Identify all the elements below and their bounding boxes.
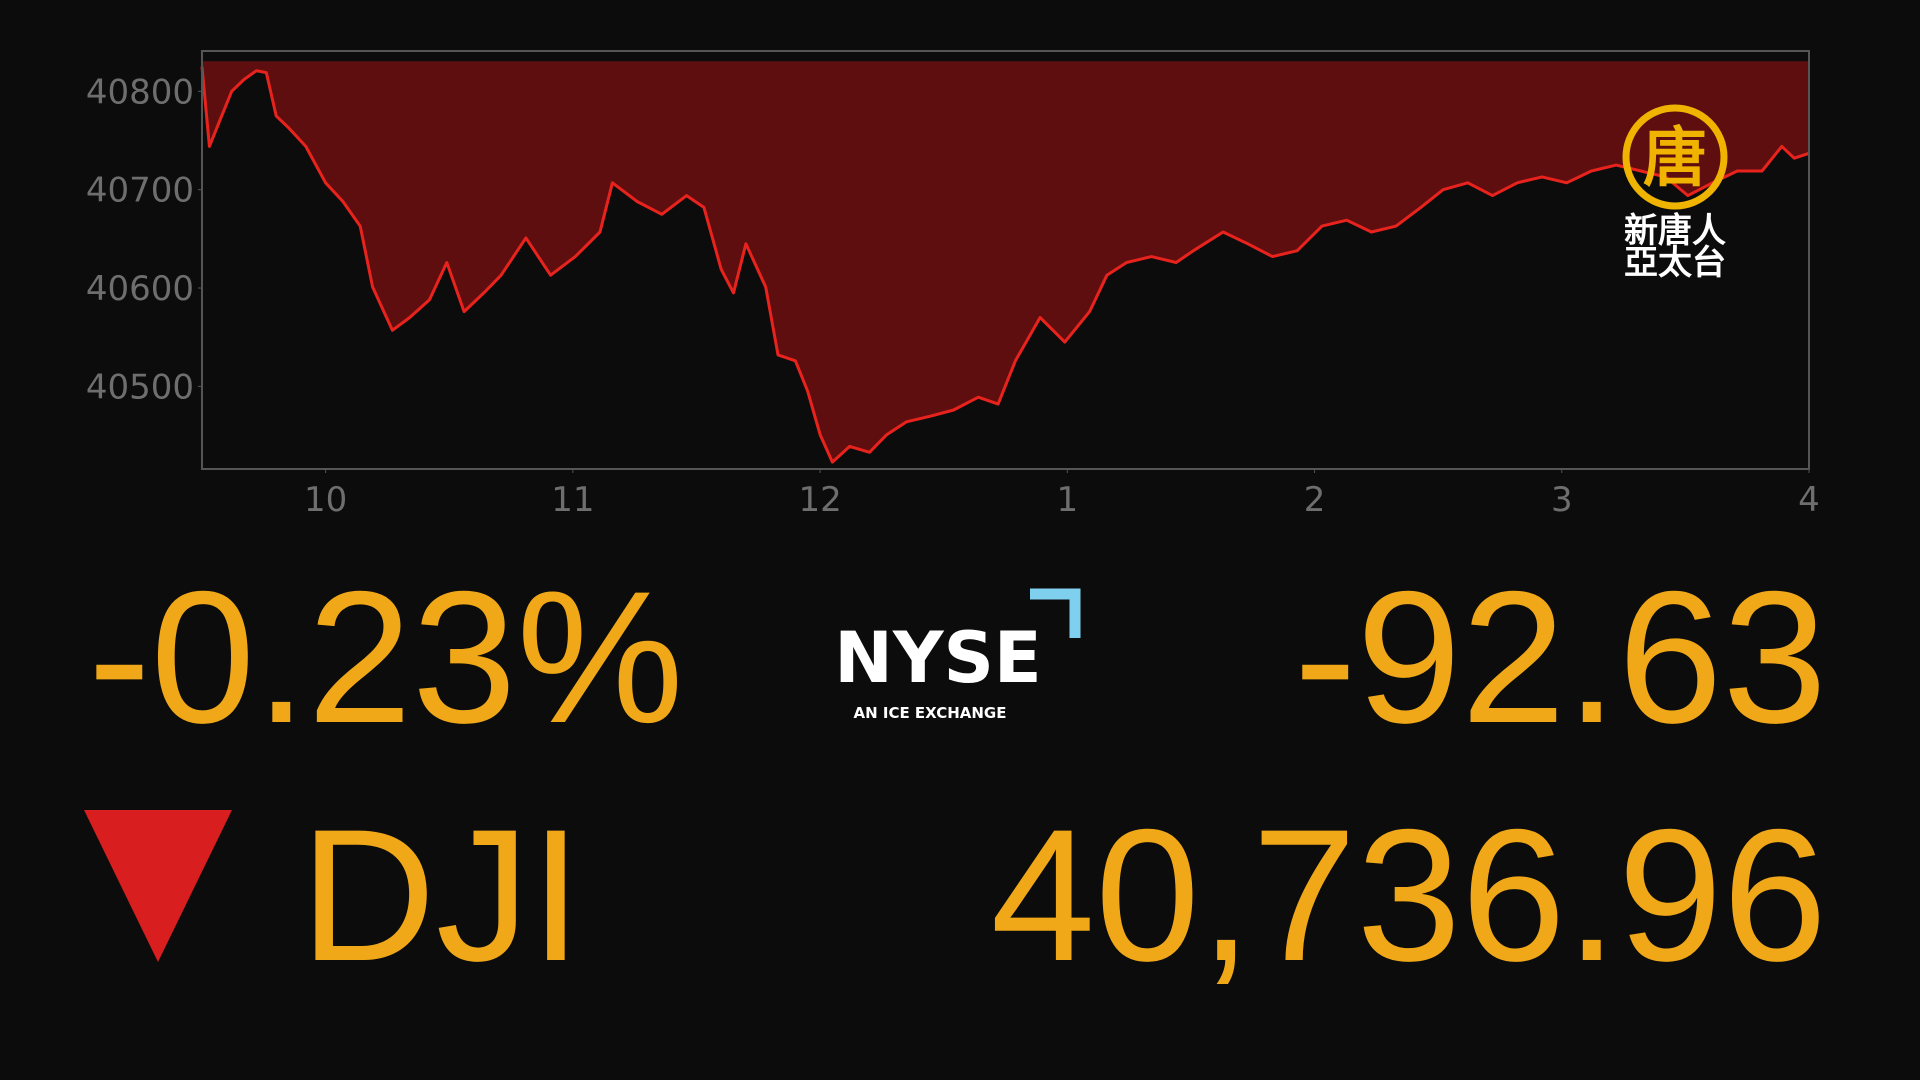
x-tick-label: 10 [304,480,347,520]
x-tick-label: 3 [1551,480,1573,520]
plot-frame [201,50,1810,470]
nyse-logo: NYSE AN ICE EXCHANGE [834,588,1081,722]
price-line [200,66,1810,464]
watermark-line2: 亞太台 [1624,243,1726,283]
y-tick-label: 40600 [86,269,194,309]
y-tick-label: 40500 [86,367,194,407]
x-tick-label: 1 [1056,480,1078,520]
watermark-glyph: 唐 [1643,122,1707,196]
x-tick-label: 2 [1304,480,1326,520]
x-tick-label: 11 [551,480,594,520]
watermark-ring [1622,104,1728,210]
station-watermark: 唐 新唐人 亞太台 [1622,104,1728,283]
change-percent: -0.23% [88,552,684,762]
logo-corner [1030,588,1081,638]
x-tick-label: 12 [798,480,841,520]
change-points: -92.63 [1294,552,1827,762]
y-tick-label: 40800 [86,72,194,112]
price: 40,736.96 [991,790,1827,1000]
down-arrow [84,810,232,962]
x-tick-label: 4 [1798,480,1820,520]
y-tick-label: 40700 [86,171,194,211]
logo-tagline: AN ICE EXCHANGE [853,704,1006,722]
area-fill [202,62,1809,463]
symbol: DJI [300,790,582,1000]
logo-name: NYSE [834,617,1042,699]
watermark-line1: 新唐人 [1624,211,1726,251]
